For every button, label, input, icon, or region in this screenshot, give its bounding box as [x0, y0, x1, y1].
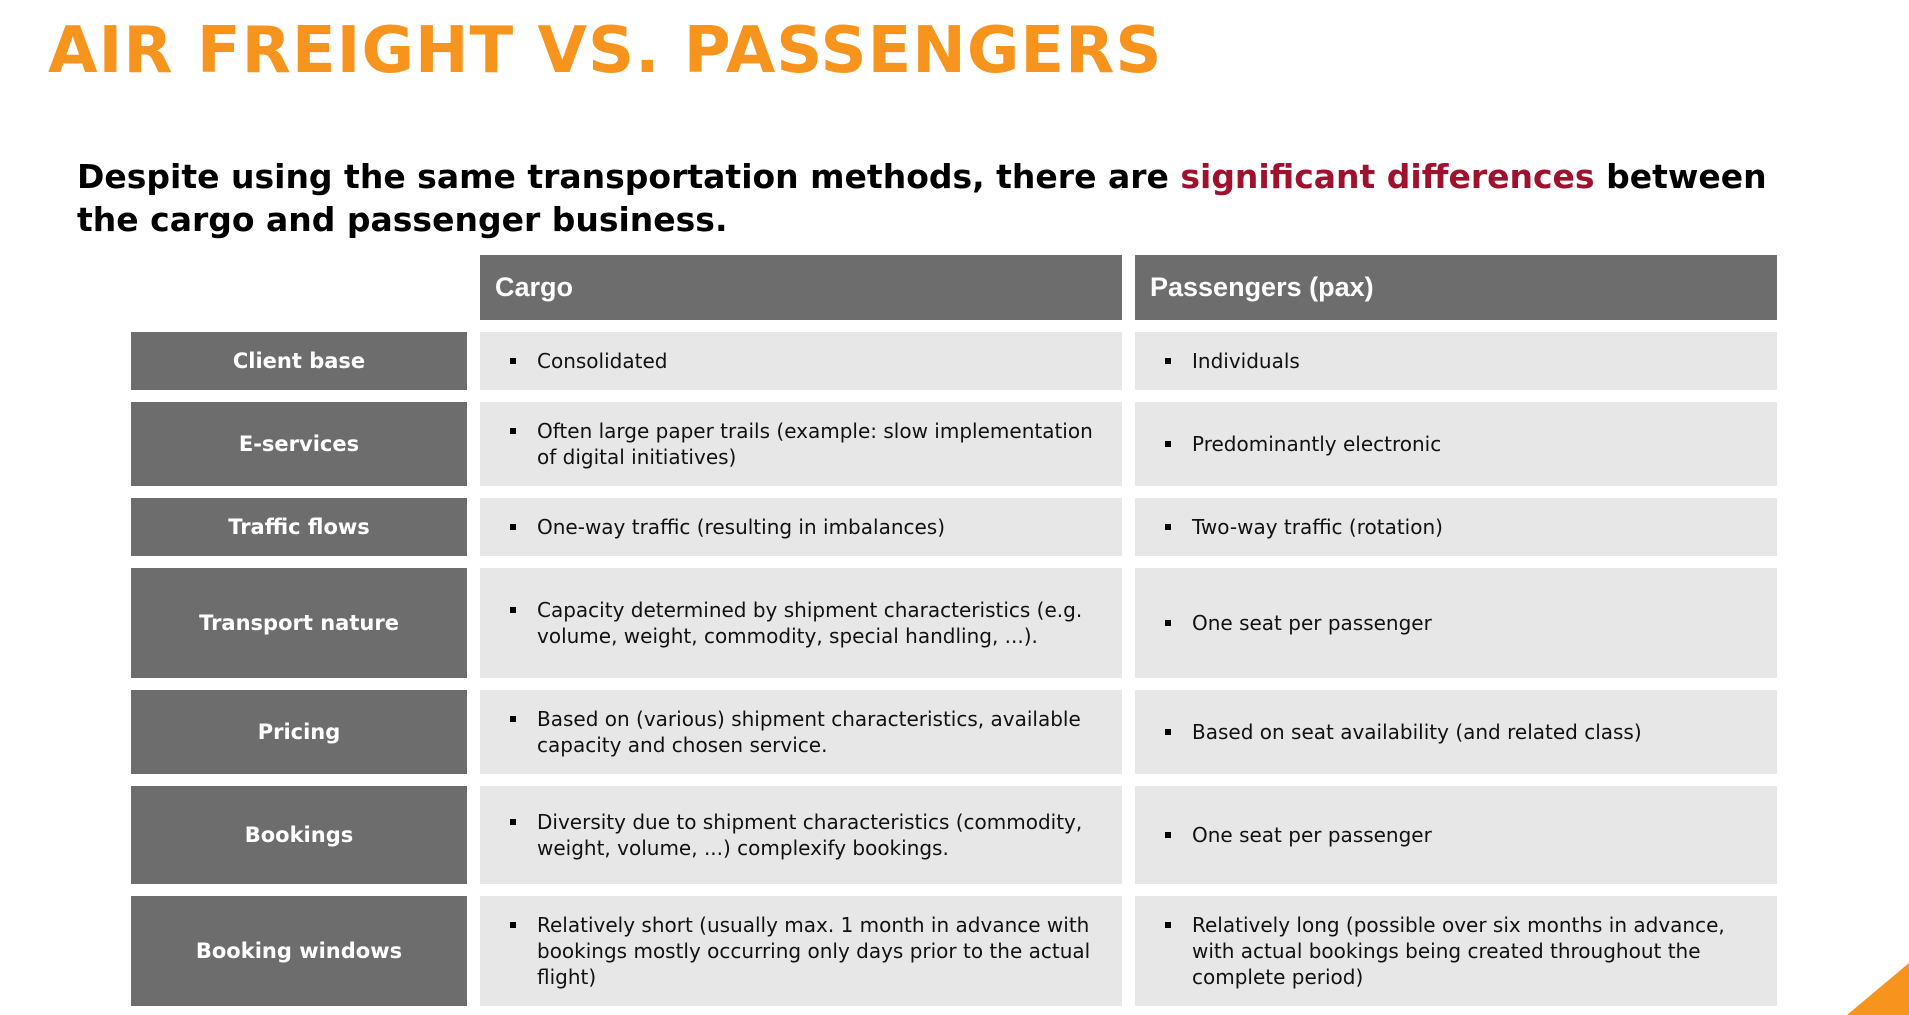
bullet-square-icon — [1165, 620, 1171, 626]
cell-pax-booking-windows: Relatively long (possible over six month… — [1135, 896, 1777, 1006]
subtitle: Despite using the same transportation me… — [77, 155, 1797, 241]
cell-text: One seat per passenger — [1192, 611, 1432, 635]
cell-text: Relatively short (usually max. 1 month i… — [537, 913, 1091, 989]
bullet-item: Based on seat availability (and related … — [1165, 719, 1642, 745]
cell-cargo-booking-windows: Relatively short (usually max. 1 month i… — [480, 896, 1122, 1006]
cell-text: Consolidated — [537, 349, 668, 373]
column-header-cargo: Cargo — [480, 255, 1122, 320]
cell-text: Based on (various) shipment characterist… — [537, 707, 1081, 757]
row-label-booking-windows: Booking windows — [131, 896, 467, 1006]
cell-text: Capacity determined by shipment characte… — [537, 598, 1083, 648]
cell-text: Two-way traffic (rotation) — [1192, 515, 1443, 539]
cell-pax-client-base: Individuals — [1135, 332, 1777, 390]
cell-text: One seat per passenger — [1192, 823, 1432, 847]
row-label-pricing: Pricing — [131, 690, 467, 774]
bullet-item: One seat per passenger — [1165, 610, 1432, 636]
bullet-item: Predominantly electronic — [1165, 431, 1441, 457]
bullet-square-icon — [510, 716, 516, 722]
bullet-item: Based on (various) shipment characterist… — [510, 706, 1108, 758]
comparison-table: Cargo Passengers (pax) Client base Conso… — [131, 255, 1777, 1006]
bullet-square-icon — [1165, 922, 1171, 928]
cell-cargo-pricing: Based on (various) shipment characterist… — [480, 690, 1122, 774]
bullet-square-icon — [1165, 441, 1171, 447]
cell-text: Relatively long (possible over six month… — [1192, 913, 1725, 989]
cell-pax-traffic-flows: Two-way traffic (rotation) — [1135, 498, 1777, 556]
row-label-bookings: Bookings — [131, 786, 467, 884]
cell-pax-pricing: Based on seat availability (and related … — [1135, 690, 1777, 774]
bullet-item: Relatively long (possible over six month… — [1165, 912, 1763, 990]
cell-pax-transport-nature: One seat per passenger — [1135, 568, 1777, 678]
cell-pax-bookings: One seat per passenger — [1135, 786, 1777, 884]
bullet-item: Two-way traffic (rotation) — [1165, 514, 1443, 540]
bullet-square-icon — [510, 428, 516, 434]
bullet-square-icon — [1165, 832, 1171, 838]
cell-text: One-way traffic (resulting in imbalances… — [537, 515, 946, 539]
bullet-square-icon — [510, 358, 516, 364]
bullet-square-icon — [510, 922, 516, 928]
cell-text: Based on seat availability (and related … — [1192, 720, 1642, 744]
subtitle-text-after: between the cargo and passenger business… — [77, 157, 1767, 239]
bullet-square-icon — [510, 607, 516, 613]
bullet-item: Consolidated — [510, 348, 667, 374]
row-label-traffic-flows: Traffic flows — [131, 498, 467, 556]
bullet-square-icon — [1165, 729, 1171, 735]
bullet-item: Diversity due to shipment characteristic… — [510, 809, 1108, 861]
cell-cargo-client-base: Consolidated — [480, 332, 1122, 390]
row-label-e-services: E-services — [131, 402, 467, 486]
bullet-item: One-way traffic (resulting in imbalances… — [510, 514, 945, 540]
bullet-item: One seat per passenger — [1165, 822, 1432, 848]
bullet-square-icon — [1165, 358, 1171, 364]
corner-accent-triangle — [1847, 963, 1909, 1015]
subtitle-text-before: Despite using the same transportation me… — [77, 157, 1181, 196]
cell-text: Diversity due to shipment characteristic… — [537, 810, 1083, 860]
accent-shape — [1847, 963, 1909, 1015]
row-label-transport-nature: Transport nature — [131, 568, 467, 678]
cell-text: Predominantly electronic — [1192, 432, 1442, 456]
bullet-item: Relatively short (usually max. 1 month i… — [510, 912, 1108, 990]
cell-cargo-transport-nature: Capacity determined by shipment characte… — [480, 568, 1122, 678]
column-header-passengers: Passengers (pax) — [1135, 255, 1777, 320]
bullet-square-icon — [510, 819, 516, 825]
cell-text: Individuals — [1192, 349, 1300, 373]
subtitle-highlight: significant differences — [1180, 157, 1595, 196]
bullet-square-icon — [510, 524, 516, 530]
cell-cargo-traffic-flows: One-way traffic (resulting in imbalances… — [480, 498, 1122, 556]
table-corner — [131, 255, 467, 320]
bullet-square-icon — [1165, 524, 1171, 530]
cell-pax-e-services: Predominantly electronic — [1135, 402, 1777, 486]
bullet-item: Capacity determined by shipment characte… — [510, 597, 1108, 649]
bullet-item: Often large paper trails (example: slow … — [510, 418, 1108, 470]
cell-text: Often large paper trails (example: slow … — [537, 419, 1093, 469]
page-title: AIR FREIGHT VS. PASSENGERS — [48, 14, 1163, 88]
cell-cargo-e-services: Often large paper trails (example: slow … — [480, 402, 1122, 486]
bullet-item: Individuals — [1165, 348, 1300, 374]
cell-cargo-bookings: Diversity due to shipment characteristic… — [480, 786, 1122, 884]
row-label-client-base: Client base — [131, 332, 467, 390]
